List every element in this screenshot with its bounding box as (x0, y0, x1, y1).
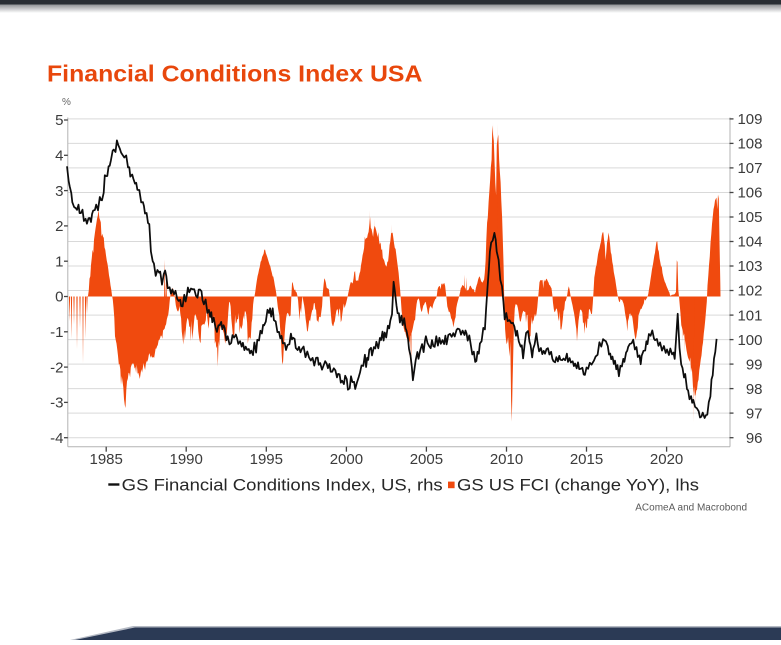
svg-text:103: 103 (737, 258, 762, 275)
svg-text:2000: 2000 (330, 451, 363, 468)
svg-text:-3: -3 (50, 395, 63, 412)
svg-text:2005: 2005 (410, 451, 443, 468)
svg-text:104: 104 (737, 234, 762, 251)
svg-text:Financial Conditions Index USA: Financial Conditions Index USA (47, 60, 422, 86)
svg-text:99: 99 (746, 356, 763, 373)
svg-text:2020: 2020 (650, 451, 683, 468)
svg-text:2: 2 (55, 218, 63, 235)
svg-text:GS US FCI (change YoY), lhs: GS US FCI (change YoY), lhs (457, 476, 699, 494)
svg-text:97: 97 (746, 405, 763, 422)
svg-text:108: 108 (737, 136, 762, 153)
svg-text:101: 101 (737, 307, 762, 324)
svg-text:3: 3 (55, 183, 63, 200)
svg-text:-2: -2 (50, 359, 63, 376)
svg-text:AComeA and Macrobond: AComeA and Macrobond (635, 503, 747, 514)
svg-text:1: 1 (55, 253, 63, 270)
svg-text:1995: 1995 (250, 451, 283, 468)
svg-text:4: 4 (55, 148, 63, 165)
svg-text:%: % (62, 97, 71, 108)
svg-text:5: 5 (55, 112, 63, 129)
svg-text:2010: 2010 (490, 451, 523, 468)
svg-text:GS Financial Conditions Index,: GS Financial Conditions Index, US, rhs (122, 476, 443, 494)
svg-text:102: 102 (737, 283, 762, 300)
svg-text:-4: -4 (50, 430, 63, 447)
svg-text:107: 107 (737, 160, 762, 177)
svg-text:100: 100 (737, 332, 762, 349)
svg-text:106: 106 (737, 185, 762, 202)
svg-text:105: 105 (737, 209, 762, 226)
svg-text:1985: 1985 (90, 451, 123, 468)
svg-text:1990: 1990 (170, 451, 203, 468)
svg-text:0: 0 (55, 289, 63, 306)
svg-text:2015: 2015 (570, 451, 603, 468)
svg-text:-1: -1 (50, 324, 63, 341)
svg-text:98: 98 (746, 381, 763, 398)
svg-text:109: 109 (737, 111, 762, 128)
svg-text:96: 96 (746, 430, 763, 447)
